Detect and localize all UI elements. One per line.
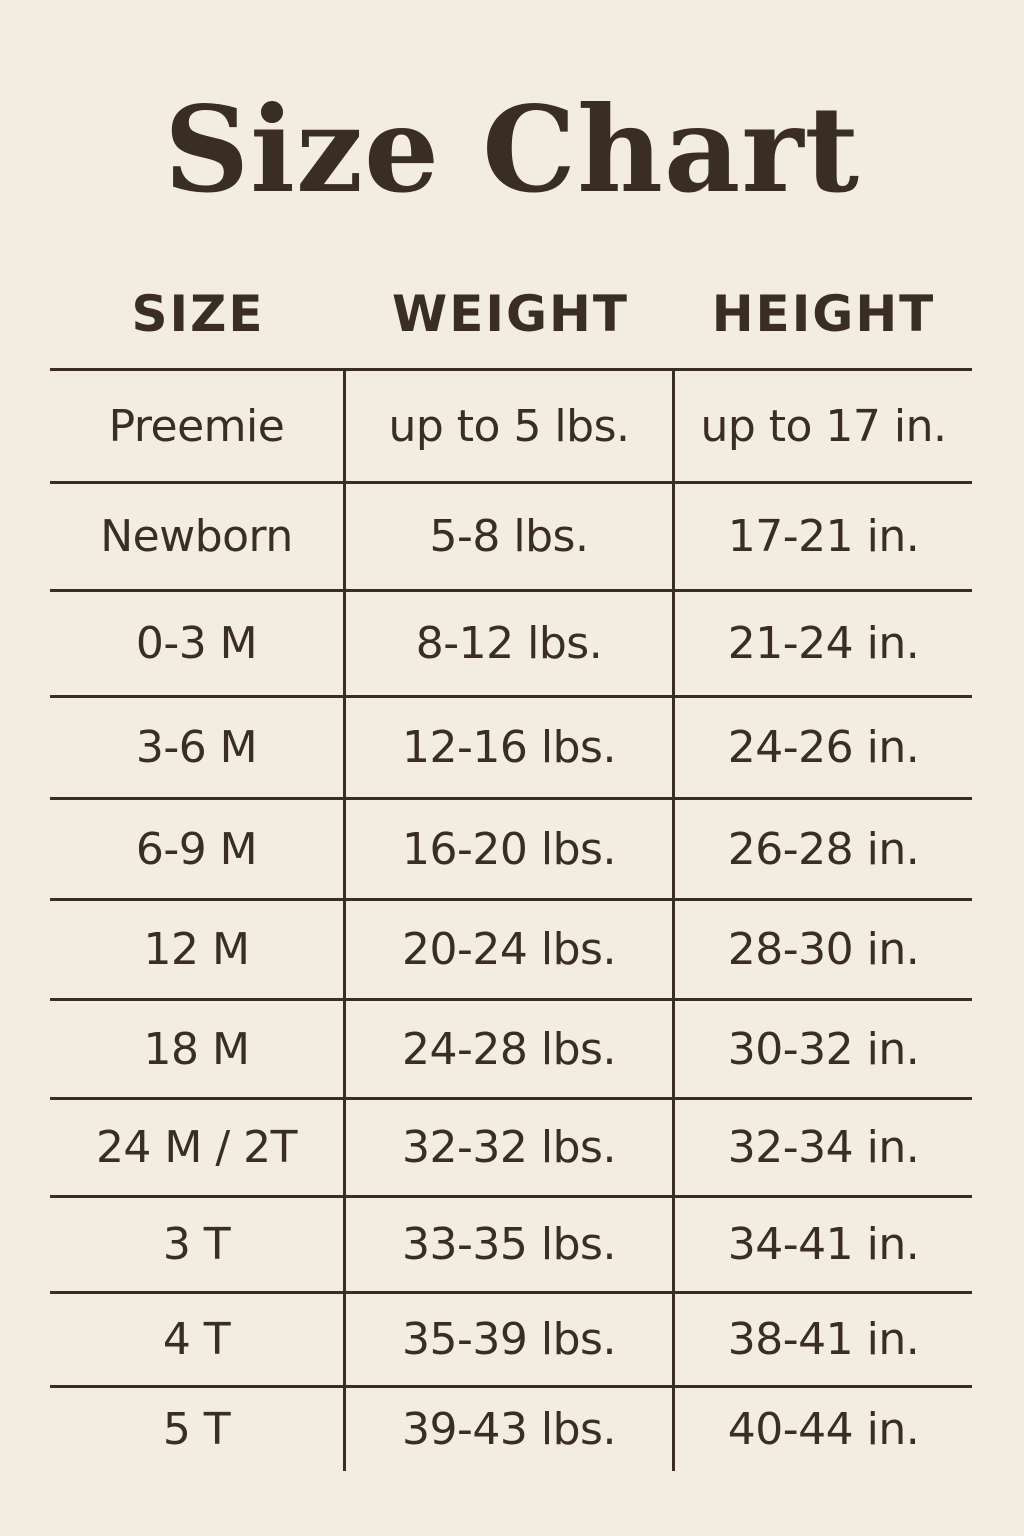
weight-cell: 16-20 lbs.: [346, 800, 675, 898]
table-row: 4 T 35-39 lbs. 38-41 in.: [50, 1291, 972, 1385]
weight-cell: 8-12 lbs.: [346, 592, 675, 695]
header-height: HEIGHT: [711, 285, 936, 343]
size-cell: 0-3 M: [50, 592, 346, 695]
size-cell: Preemie: [50, 371, 346, 481]
size-cell: 6-9 M: [50, 800, 346, 898]
table-row: 3-6 M 12-16 lbs. 24-26 in.: [50, 695, 972, 797]
height-cell: 28-30 in.: [727, 924, 920, 975]
weight-cell: 35-39 lbs.: [346, 1294, 675, 1385]
header-weight: WEIGHT: [392, 285, 629, 343]
weight-cell: 5-8 lbs.: [346, 484, 675, 589]
weight-cell: 24-28 lbs.: [346, 1001, 675, 1097]
size-cell: 4 T: [50, 1294, 346, 1385]
height-cell: 30-32 in.: [727, 1023, 920, 1075]
height-cell: 17-21 in.: [727, 511, 920, 562]
size-cell: 12 M: [50, 901, 346, 998]
height-cell: 21-24 in.: [727, 618, 920, 669]
table-row: 5 T 39-43 lbs. 40-44 in.: [50, 1385, 972, 1471]
size-cell: 5 T: [50, 1388, 346, 1471]
weight-cell: 33-35 lbs.: [346, 1198, 675, 1291]
height-cell: 32-34 in.: [727, 1122, 920, 1173]
height-cell: 26-28 in.: [727, 823, 920, 875]
size-cell: 3 T: [50, 1198, 346, 1291]
table-row: 24 M / 2T 32-32 lbs. 32-34 in.: [50, 1097, 972, 1195]
weight-cell: 20-24 lbs.: [346, 901, 675, 998]
height-cell: 38-41 in.: [727, 1314, 920, 1365]
table-row: 12 M 20-24 lbs. 28-30 in.: [50, 898, 972, 998]
weight-cell: 12-16 lbs.: [346, 698, 675, 797]
table-row: 3 T 33-35 lbs. 34-41 in.: [50, 1195, 972, 1291]
size-table: Preemie up to 5 lbs. up to 17 in. Newborn 5-…: [50, 368, 972, 1471]
page-title: Size Chart: [163, 80, 861, 219]
table-header: SIZE WEIGHT HEIGHT: [50, 282, 972, 346]
table-row: 18 M 24-28 lbs. 30-32 in.: [50, 998, 972, 1097]
table-row: 0-3 M 8-12 lbs. 21-24 in.: [50, 589, 972, 695]
size-cell: 18 M: [50, 1001, 346, 1097]
size-cell: 24 M / 2T: [50, 1100, 346, 1195]
header-size: SIZE: [131, 285, 265, 343]
table-row: 6-9 M 16-20 lbs. 26-28 in.: [50, 797, 972, 898]
height-cell: 40-44 in.: [727, 1404, 920, 1455]
height-cell: 24-26 in.: [727, 722, 920, 773]
weight-cell: 39-43 lbs.: [346, 1388, 675, 1471]
weight-cell: up to 5 lbs.: [346, 371, 675, 481]
height-cell: up to 17 in.: [700, 400, 947, 452]
size-cell: 3-6 M: [50, 698, 346, 797]
table-row: Newborn 5-8 lbs. 17-21 in.: [50, 481, 972, 589]
size-cell: Newborn: [50, 484, 346, 589]
height-cell: 34-41 in.: [727, 1219, 920, 1270]
table-row: Preemie up to 5 lbs. up to 17 in.: [50, 368, 972, 481]
weight-cell: 32-32 lbs.: [346, 1100, 675, 1195]
